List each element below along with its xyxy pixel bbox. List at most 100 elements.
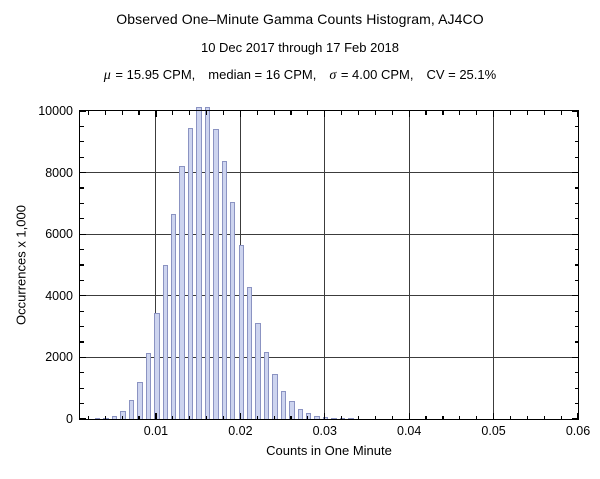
histogram-bar (196, 106, 202, 419)
histogram-bar (297, 408, 303, 419)
y-tick-label: 6000 (45, 227, 73, 242)
chart-stats-line: μ = 15.95 CPM, median = 16 CPM, σ = 4.00… (0, 67, 600, 84)
x-tick-bottom (239, 413, 241, 419)
histogram-bar (348, 417, 354, 419)
x-tick-top (222, 111, 225, 115)
x-tick-top (307, 111, 309, 115)
histogram-bar (255, 322, 261, 419)
y-gridline (80, 356, 578, 358)
x-tick-top (425, 111, 427, 115)
x-tick-top (239, 111, 241, 117)
x-tick-bottom (222, 415, 225, 419)
y-tick-right (572, 295, 578, 297)
x-tick-top (87, 111, 90, 115)
stat-sigma-value: = 4.00 CPM, (337, 67, 414, 82)
x-gridline (324, 111, 326, 419)
y-tick-right (574, 264, 578, 266)
histogram-bar (187, 128, 194, 419)
x-tick-bottom (172, 415, 174, 419)
y-tick-right (574, 187, 578, 189)
x-tick-bottom (121, 415, 123, 419)
histogram-bar (137, 381, 143, 419)
x-tick-top (577, 111, 579, 117)
x-tick-top (374, 111, 376, 115)
stat-sigma: σ = 4.00 CPM, (329, 67, 413, 84)
y-tick-label: 4000 (45, 288, 73, 303)
y-tick-left (80, 202, 84, 204)
y-tick-left (80, 187, 84, 189)
y-tick-left (80, 249, 84, 251)
y-gridline (80, 233, 578, 235)
x-tick-bottom (560, 415, 562, 419)
x-tick-bottom (391, 415, 393, 419)
y-tick-left (80, 279, 84, 281)
histogram-bar (120, 410, 126, 419)
histogram-bar (103, 417, 109, 419)
y-tick-right (574, 341, 578, 343)
x-tick-bottom (442, 415, 444, 419)
x-tick-top (357, 111, 360, 115)
x-tick-top (408, 111, 410, 117)
x-tick-label: 0.04 (397, 424, 422, 438)
x-tick-top (526, 111, 528, 115)
x-tick-bottom (526, 415, 528, 419)
y-tick-right (572, 172, 578, 174)
y-tick-left (80, 326, 84, 328)
x-tick-bottom (290, 415, 292, 419)
x-tick-top (172, 111, 174, 115)
histogram-bar (95, 417, 101, 419)
histogram-bar (111, 415, 118, 419)
histogram-bar (162, 265, 168, 419)
y-tick-left (80, 387, 84, 389)
x-tick-top (476, 111, 478, 115)
y-tick-right (574, 249, 578, 251)
y-tick-label: 10000 (38, 104, 73, 118)
y-tick-left (80, 403, 84, 405)
histogram-bar (306, 412, 312, 419)
y-tick-left (80, 418, 86, 420)
x-tick-bottom (155, 413, 157, 419)
y-tick-label: 2000 (45, 350, 73, 365)
x-tick-bottom (459, 415, 461, 419)
x-tick-bottom (273, 415, 275, 419)
x-tick-bottom (408, 413, 410, 419)
histogram-bar (170, 213, 177, 419)
x-tick-bottom (374, 415, 376, 419)
histogram-bar (272, 374, 278, 419)
y-tick-right (572, 233, 578, 235)
y-gridline (80, 295, 578, 297)
sigma-symbol: σ (329, 68, 337, 83)
x-tick-top (290, 111, 292, 115)
y-tick-left (80, 264, 84, 266)
x-tick-top (459, 111, 461, 115)
x-tick-top (391, 111, 393, 115)
y-tick-right (574, 218, 578, 220)
histogram-bar (322, 417, 329, 419)
chart-title: Observed One–Minute Gamma Counts Histogr… (116, 11, 484, 27)
x-tick-bottom (492, 413, 495, 419)
x-tick-bottom (341, 415, 343, 419)
y-tick-left (80, 141, 84, 143)
x-tick-top (138, 111, 140, 115)
x-tick-bottom (189, 415, 191, 419)
x-tick-top (155, 111, 157, 117)
x-tick-top (442, 111, 444, 115)
x-tick-top (206, 111, 208, 115)
histogram-bar (213, 129, 219, 419)
x-gridline (408, 111, 410, 419)
x-tick-label: 0.01 (143, 424, 169, 438)
x-tick-bottom (138, 415, 140, 419)
x-tick-bottom (324, 413, 326, 419)
y-tick-right (574, 202, 578, 204)
y-tick-label: 0 (66, 412, 73, 426)
x-tick-top (492, 111, 495, 117)
x-tick-top (543, 111, 545, 115)
histogram-bar (204, 106, 211, 419)
x-tick-bottom (256, 415, 258, 419)
x-tick-top (509, 111, 512, 115)
x-gridline (155, 111, 157, 419)
histogram-bar (238, 245, 244, 419)
x-tick-bottom (104, 415, 106, 419)
x-tick-label: 0.02 (228, 424, 253, 438)
